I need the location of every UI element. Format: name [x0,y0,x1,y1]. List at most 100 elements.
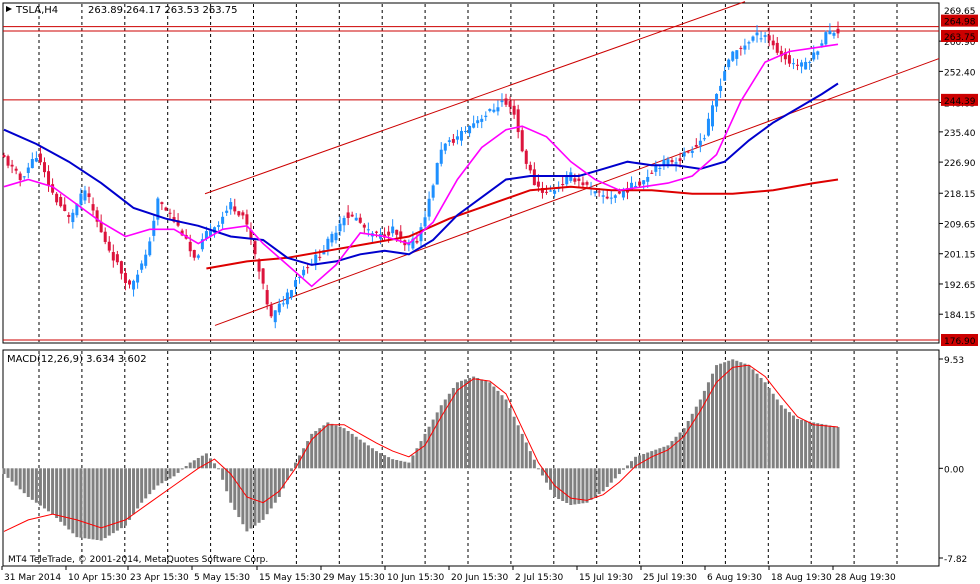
macd-bar [702,390,706,469]
candle-body [285,292,289,305]
channel-lower-line [214,58,940,326]
macd-bar [26,468,30,497]
macd-pane[interactable]: 9.530.00-7.82 MACD(12,26,9) 3.634 3.602 … [2,349,968,567]
macd-bar [22,468,26,494]
candle-body [245,214,249,225]
macd-bar [646,452,650,469]
macd-bar [229,468,233,503]
macd-bar [472,376,476,469]
candle-body [791,63,795,65]
macd-bar [419,441,423,469]
candle-body [63,204,67,212]
macd-signal-path [3,364,839,532]
x-tick-label: 10 Jun 15:30 [387,573,444,583]
main-y-tick-label: 269.65 [944,7,976,17]
main-y-tick-label: 192.65 [944,281,976,291]
candle-body [763,35,767,37]
macd-bar [213,463,217,469]
macd-bar [808,421,812,469]
candle-body [820,43,824,46]
candle-body [395,229,399,235]
candle-body [464,130,468,132]
candle-body [55,193,59,203]
candle-body [561,183,565,186]
candle-body [674,162,678,164]
candle-body [682,152,686,157]
candle-body [415,240,419,243]
main-y-tick-label: 201.15 [944,251,976,261]
candle-body [715,93,719,107]
symbol-marker-icon [6,6,12,12]
macd-bar [59,468,63,522]
macd-bar [678,432,682,469]
candle-body [168,212,172,214]
macd-bar [269,468,273,509]
macd-bar [176,468,180,473]
candle-body [140,263,144,270]
candle-body [690,150,694,153]
candle-body [767,35,771,41]
macd-bar [557,468,561,499]
x-tick-label: 15 Jul 19:30 [579,573,633,583]
macd-bar [451,388,455,469]
candle-body [387,231,391,236]
macd-bar [553,468,557,497]
candle-body [755,32,759,36]
macd-bar [330,423,334,469]
candle-body [553,190,557,194]
macd-bar [156,468,160,486]
candle-body [796,64,800,66]
price-level-tag-2 [941,93,978,106]
macd-bar [136,468,140,509]
candle-body [812,52,816,60]
macd-bar [836,427,840,469]
x-tick-label: 5 May 15:30 [194,573,250,583]
macd-bar [625,465,629,469]
macd-bar [241,468,245,525]
candle-body [95,210,99,222]
main-y-tick-label: 252.40 [944,68,976,78]
macd-bar [597,468,601,495]
main-pane[interactable]: 269.65260.90252.40243.65235.40226.90218.… [2,1,979,347]
candle-body [828,30,832,35]
candle-body [18,173,22,180]
macd-bar [168,468,172,479]
candle-body [468,125,472,134]
candle-body [119,261,123,274]
macd-bar [524,442,528,469]
candle-body [346,212,350,218]
candle-body [443,143,447,151]
candle-body [176,220,180,226]
macd-bar [55,468,59,519]
channel-upper-line [204,1,746,195]
candle-body [26,167,30,173]
macd-bar [674,436,678,469]
macd-bar [225,468,229,492]
candle-body [128,280,132,285]
macd-bar [447,393,451,469]
candle-body [306,267,310,269]
ma-slow-line [206,178,839,270]
candle-body [488,109,492,111]
macd-bar [759,377,763,469]
macd-bar [670,441,674,469]
macd-bar [370,448,374,469]
candle-body [532,169,536,186]
candle-body [565,176,569,185]
macd-bar [796,418,800,469]
macd-bar [763,382,767,469]
candle-body [42,162,46,173]
macd-bar [391,459,395,469]
candle-body [706,118,710,136]
candle-body [144,254,148,266]
macd-bar [253,468,257,526]
main-y-tick-label: 226.90 [944,159,976,169]
macd-bar [601,468,605,492]
candle-body [779,50,783,57]
candle-body [249,229,253,240]
macd-bar [755,373,759,469]
candles [2,21,840,329]
candle-body [670,160,674,163]
macd-bar [395,459,399,469]
